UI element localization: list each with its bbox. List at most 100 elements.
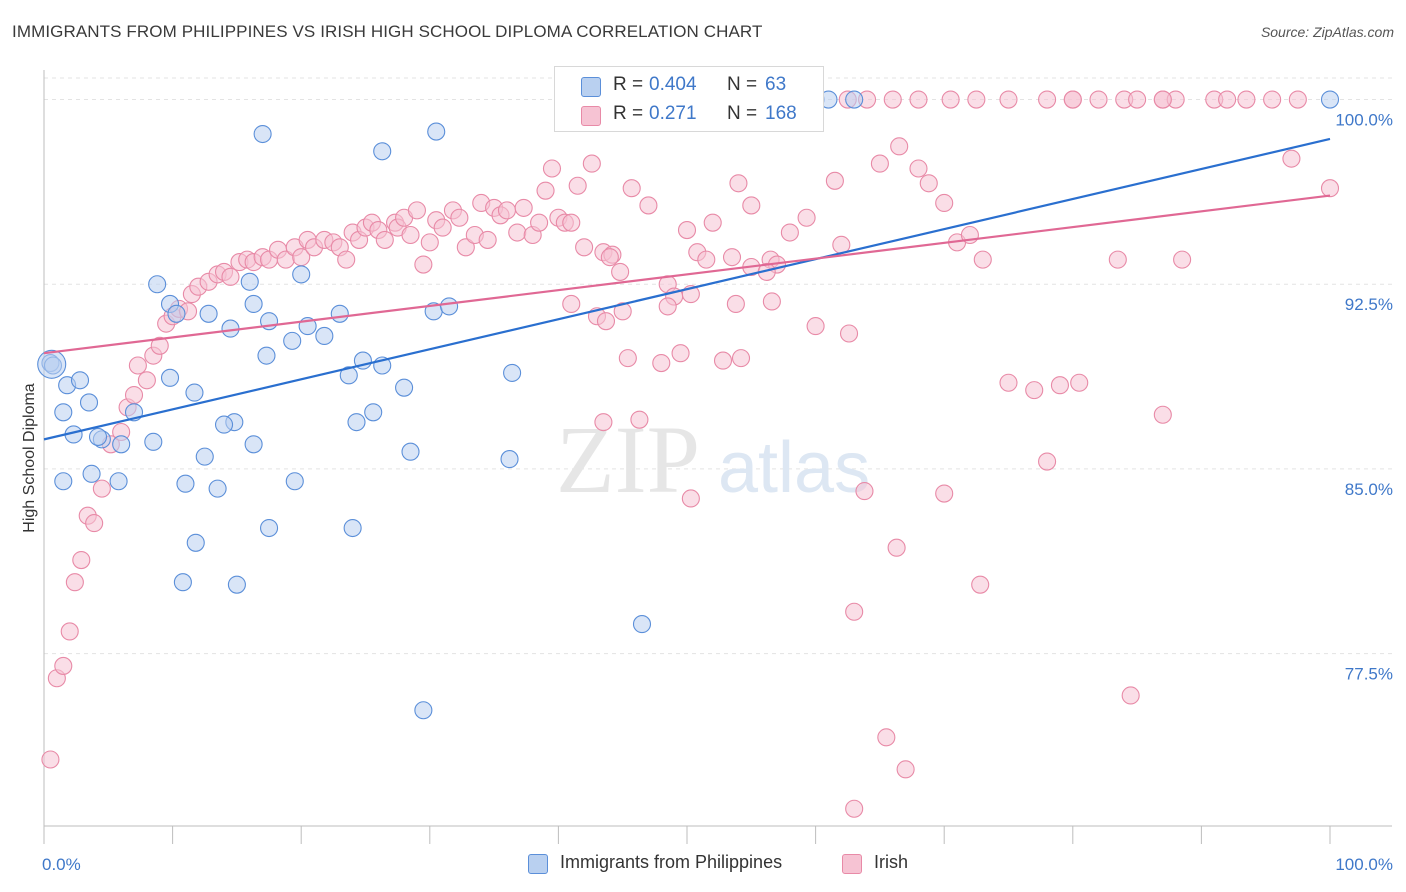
legend-n-value: 63	[765, 74, 787, 95]
data-point	[855, 482, 874, 501]
data-point	[797, 208, 816, 227]
legend-r-label: R =	[613, 103, 644, 124]
data-point	[632, 615, 652, 634]
data-point	[713, 351, 733, 370]
data-point	[375, 230, 394, 249]
x-tick-label: 100.0%	[1335, 855, 1393, 874]
data-point	[1173, 250, 1192, 269]
legend: R = 0.404 N = 63 R = 0.271 N = 168	[554, 66, 824, 132]
data-point	[845, 602, 864, 621]
x-tick-label: 0.0%	[42, 855, 81, 874]
data-point	[85, 514, 104, 533]
data-point	[1070, 373, 1089, 392]
data-point	[54, 403, 73, 422]
data-point	[1263, 90, 1282, 109]
bottom-legend-swatch-pink	[842, 854, 862, 874]
data-point	[195, 447, 214, 466]
y-axis-label: High School Diploma	[21, 383, 38, 533]
data-point	[401, 225, 420, 245]
data-point	[1237, 90, 1256, 109]
data-point	[315, 326, 334, 346]
data-point	[414, 701, 433, 720]
data-point	[887, 538, 906, 557]
data-point	[414, 255, 433, 274]
data-point	[150, 336, 169, 355]
data-point	[1288, 90, 1307, 109]
data-point	[259, 518, 279, 538]
data-point	[806, 317, 825, 336]
data-point	[456, 238, 475, 257]
legend-swatch-blue	[581, 77, 601, 97]
data-point	[337, 250, 356, 269]
data-point	[82, 464, 101, 483]
data-point	[630, 410, 649, 429]
y-tick-label: 92.5%	[1345, 295, 1393, 314]
data-point	[575, 238, 594, 257]
data-point	[433, 218, 452, 237]
data-point	[343, 518, 362, 538]
data-point	[208, 479, 227, 498]
data-point	[536, 181, 555, 200]
data-point	[919, 174, 938, 193]
data-point	[967, 90, 986, 109]
legend-r-value: 0.271	[649, 103, 697, 124]
data-point	[877, 728, 896, 747]
data-point	[568, 176, 587, 195]
data-point	[240, 272, 259, 291]
data-point	[124, 386, 144, 405]
data-point	[72, 550, 91, 570]
data-point	[677, 221, 697, 240]
data-point	[1121, 686, 1140, 705]
watermark-atlas: atlas	[718, 428, 870, 508]
data-point	[79, 393, 99, 412]
data-point	[92, 479, 111, 498]
data-point	[825, 171, 844, 190]
data-point	[373, 142, 392, 161]
data-point	[440, 297, 459, 316]
data-point	[257, 346, 276, 365]
data-point	[896, 760, 915, 779]
data-point	[503, 363, 522, 382]
data-point	[613, 302, 632, 321]
watermark-zip: ZIP	[556, 406, 700, 513]
data-point	[1282, 149, 1301, 168]
data-point	[611, 262, 630, 281]
data-point	[618, 349, 637, 368]
legend-n-value: 168	[765, 103, 797, 124]
data-point	[60, 622, 79, 641]
data-point	[1108, 250, 1127, 269]
data-point	[870, 154, 889, 173]
data-point	[845, 90, 864, 109]
legend-r-label: R =	[613, 74, 644, 95]
data-point	[1038, 90, 1057, 109]
data-point	[508, 223, 527, 242]
data-point	[909, 90, 928, 109]
data-point	[935, 484, 954, 503]
data-point	[330, 304, 349, 323]
data-point	[285, 472, 304, 491]
bottom-legend-swatch-blue	[528, 854, 548, 874]
legend-row-irish: R = 0.271 N = 168	[555, 99, 823, 129]
data-point	[65, 573, 84, 592]
data-point	[144, 432, 163, 451]
data-point	[70, 371, 90, 390]
data-point	[128, 356, 147, 375]
y-tick-label: 100.0%	[1335, 111, 1393, 130]
legend-n-label: N =	[727, 74, 758, 95]
series-philippines	[37, 90, 1340, 720]
data-point	[244, 435, 263, 454]
data-point	[703, 213, 722, 232]
data-point	[999, 90, 1018, 109]
data-point	[283, 331, 302, 350]
trend-line	[43, 194, 1331, 355]
data-point	[562, 294, 581, 313]
data-point	[450, 208, 469, 227]
data-point	[1218, 90, 1237, 109]
data-point	[883, 90, 902, 109]
data-point	[160, 368, 180, 387]
legend-n-label: N =	[727, 103, 758, 124]
data-point	[600, 248, 619, 267]
data-point	[347, 413, 366, 432]
data-point	[596, 312, 616, 331]
